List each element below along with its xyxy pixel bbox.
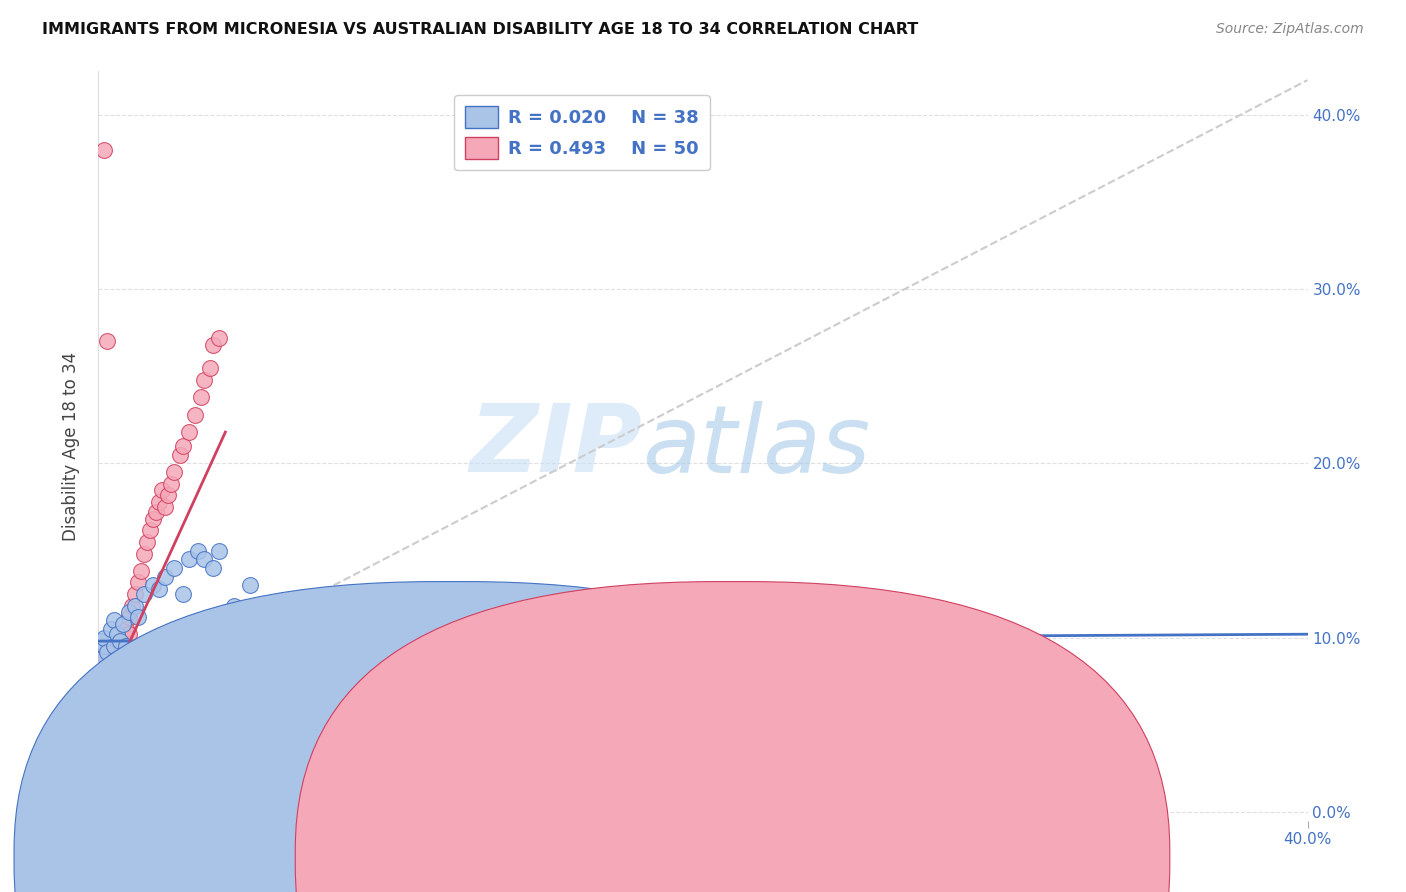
Point <box>179 552 201 566</box>
Point <box>124 587 146 601</box>
Point <box>190 390 212 404</box>
Point <box>163 561 186 575</box>
Point <box>96 334 118 349</box>
Point <box>114 640 136 654</box>
Point <box>103 613 125 627</box>
Point <box>96 662 118 676</box>
Point <box>124 599 146 614</box>
Point <box>100 622 122 636</box>
Point <box>103 651 125 665</box>
Point <box>139 523 162 537</box>
Point <box>145 505 167 519</box>
Point <box>692 662 714 676</box>
Point <box>129 565 152 579</box>
Point <box>121 599 143 614</box>
Point <box>93 648 115 662</box>
Point <box>93 143 115 157</box>
Point <box>1010 645 1032 659</box>
Point <box>160 477 183 491</box>
Point <box>96 691 118 706</box>
Point <box>224 599 246 614</box>
Y-axis label: Disability Age 18 to 34: Disability Age 18 to 34 <box>62 351 80 541</box>
Point <box>153 500 176 514</box>
Point <box>90 634 112 648</box>
Point <box>100 665 122 680</box>
Point <box>214 686 236 700</box>
Point <box>103 669 125 683</box>
Point <box>127 574 149 589</box>
Point <box>239 578 262 592</box>
Point <box>93 662 115 676</box>
Point <box>111 634 134 648</box>
Point <box>103 640 125 654</box>
Point <box>96 645 118 659</box>
Text: IMMIGRANTS FROM MICRONESIA VS AUSTRALIAN DISABILITY AGE 18 TO 34 CORRELATION CHA: IMMIGRANTS FROM MICRONESIA VS AUSTRALIAN… <box>42 22 918 37</box>
Text: Source: ZipAtlas.com: Source: ZipAtlas.com <box>1216 22 1364 37</box>
Point <box>172 587 194 601</box>
Point <box>208 543 231 558</box>
Point <box>93 640 115 654</box>
Point <box>202 338 225 352</box>
Point <box>132 587 155 601</box>
Point <box>284 640 307 654</box>
Point <box>269 605 291 619</box>
Point <box>193 373 215 387</box>
Point <box>90 686 112 700</box>
Text: atlas: atlas <box>643 401 870 491</box>
Point <box>100 669 122 683</box>
Point <box>169 448 191 462</box>
Point <box>90 640 112 654</box>
Point <box>103 686 125 700</box>
Point <box>329 605 352 619</box>
Point <box>184 408 207 422</box>
Point <box>208 331 231 345</box>
Point <box>179 425 201 439</box>
Point <box>172 439 194 453</box>
Point <box>150 483 173 497</box>
Point <box>153 570 176 584</box>
Point <box>163 465 186 479</box>
Point <box>96 704 118 718</box>
Text: Australians: Australians <box>755 851 841 865</box>
Point <box>93 631 115 645</box>
Point <box>114 622 136 636</box>
Point <box>96 674 118 689</box>
Point <box>202 561 225 575</box>
Point <box>540 609 562 624</box>
Point <box>118 609 141 624</box>
Point <box>148 495 170 509</box>
Point <box>105 651 128 665</box>
Point <box>108 634 131 648</box>
Point <box>132 547 155 561</box>
Point <box>148 582 170 596</box>
Point <box>142 578 165 592</box>
Point <box>105 627 128 641</box>
Point <box>100 682 122 697</box>
Point <box>200 360 222 375</box>
Point <box>156 488 179 502</box>
Point <box>111 616 134 631</box>
Point <box>108 662 131 676</box>
Text: Immigrants from Micronesia: Immigrants from Micronesia <box>474 851 689 865</box>
Point <box>90 669 112 683</box>
Point <box>187 543 209 558</box>
Point <box>105 657 128 671</box>
Point <box>90 651 112 665</box>
Point <box>93 680 115 694</box>
Point <box>108 645 131 659</box>
Text: ZIP: ZIP <box>470 400 643 492</box>
Point <box>118 605 141 619</box>
Point <box>105 674 128 689</box>
Point <box>135 534 157 549</box>
Point <box>118 627 141 641</box>
Point <box>111 651 134 665</box>
Point <box>142 512 165 526</box>
Legend: R = 0.020    N = 38, R = 0.493    N = 50: R = 0.020 N = 38, R = 0.493 N = 50 <box>454 95 710 170</box>
Point <box>555 648 578 662</box>
Point <box>127 609 149 624</box>
Point <box>193 552 215 566</box>
